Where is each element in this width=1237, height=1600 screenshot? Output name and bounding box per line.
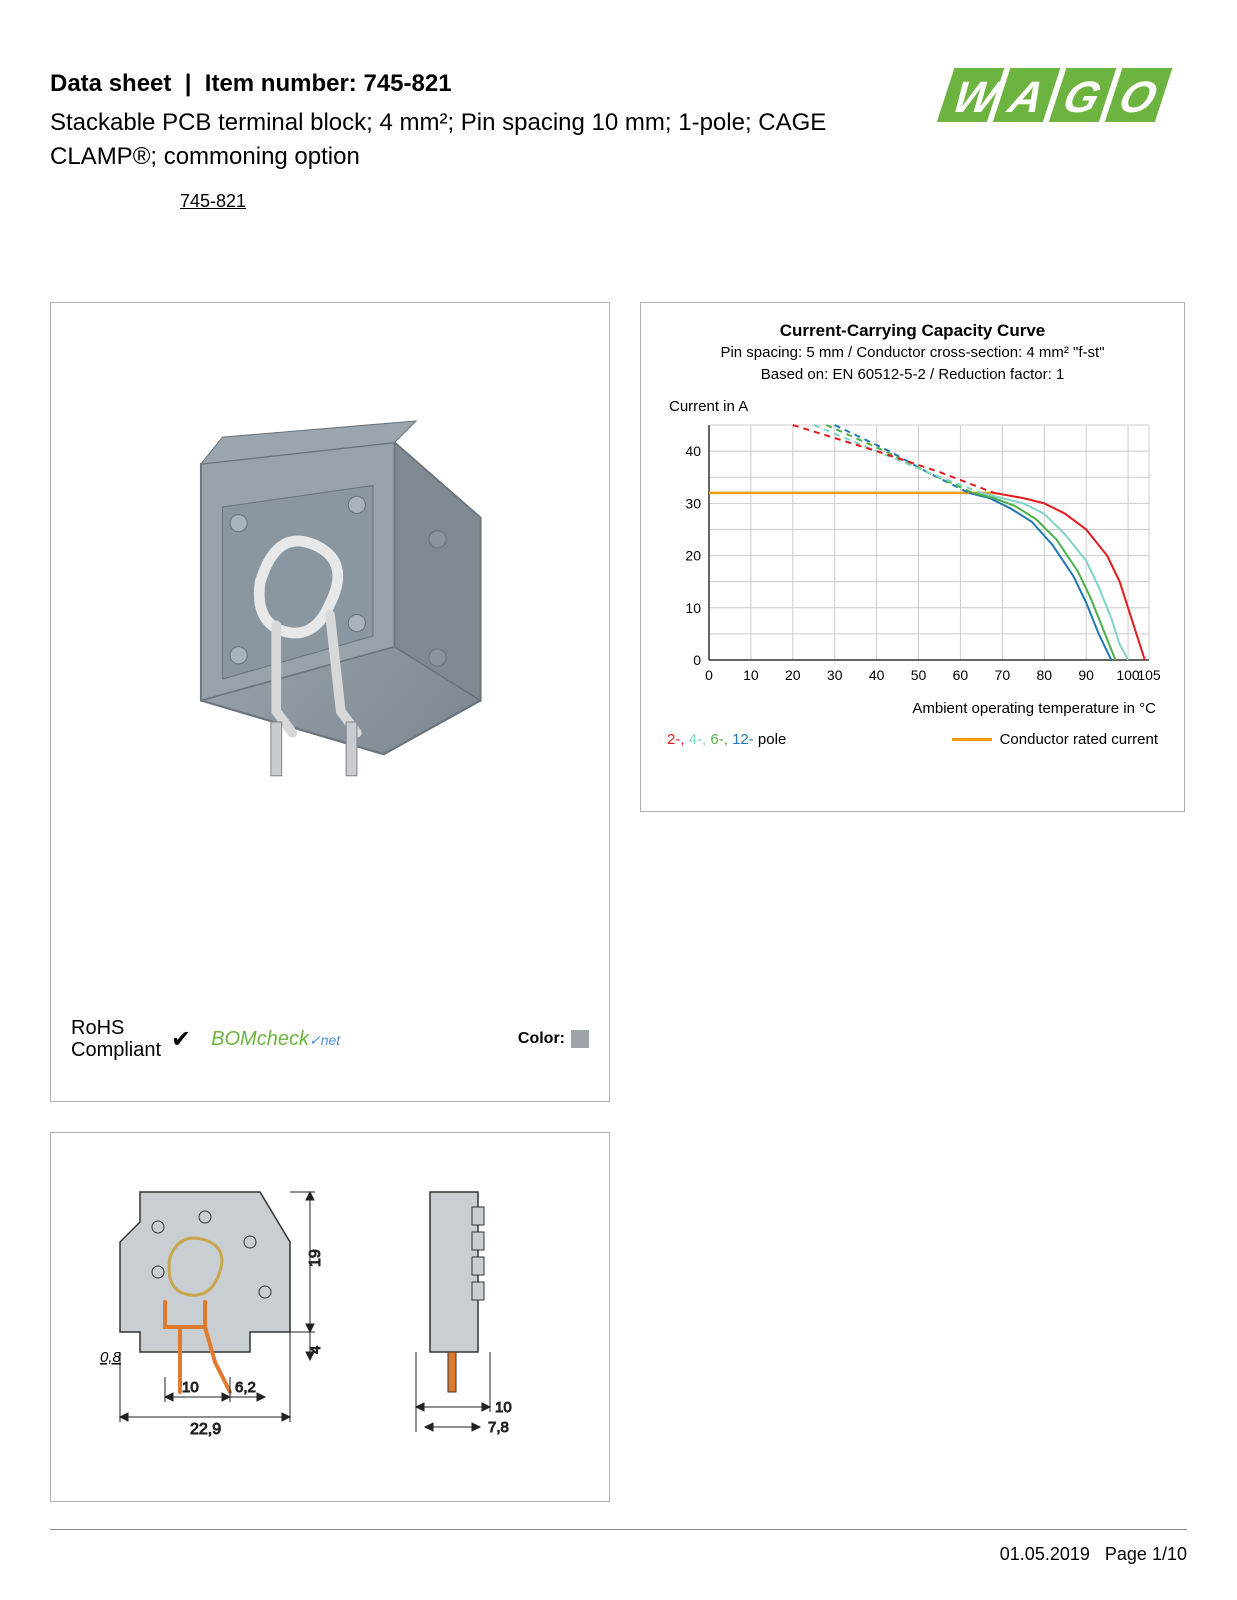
rohs-block: RoHS Compliant ✔ BOMcheck✓net <box>71 1017 340 1061</box>
dim-w-mid: 10 <box>182 1379 199 1396</box>
svg-text:0: 0 <box>693 652 701 668</box>
item-link[interactable]: 745-821 <box>180 191 246 212</box>
check-icon: ✔ <box>171 1025 191 1054</box>
dim-w-right: 6,2 <box>235 1379 256 1396</box>
dim-side-inner: 7,8 <box>488 1419 509 1436</box>
rohs-compliant: Compliant <box>71 1039 161 1061</box>
footer-page-label: Page <box>1105 1544 1147 1564</box>
product-render <box>66 318 594 868</box>
svg-text:50: 50 <box>911 667 927 683</box>
color-indicator: Color: <box>518 1030 589 1048</box>
legend-rated: Conductor rated current <box>952 731 1158 748</box>
orange-line-icon <box>952 738 992 741</box>
footer-page: 1/10 <box>1152 1544 1187 1564</box>
chart-legend: 2-, 4-, 6-, 12- pole Conductor rated cur… <box>659 731 1166 748</box>
dim-h-top: 19 <box>307 1249 324 1267</box>
item-number-label: Item number: <box>205 70 357 97</box>
y-axis-label: Current in A <box>669 398 1166 415</box>
legend-6pole: 6-, <box>710 731 732 748</box>
chart-subtitle1: Pin spacing: 5 mm / Conductor cross-sect… <box>659 343 1166 363</box>
item-number: 745-821 <box>363 70 451 97</box>
svg-text:80: 80 <box>1036 667 1052 683</box>
x-axis-label: Ambient operating temperature in °C <box>659 700 1156 717</box>
product-image-panel: RoHS Compliant ✔ BOMcheck✓net Color: <box>50 302 610 1102</box>
legend-poles: 2-, 4-, 6-, 12- pole <box>667 731 786 748</box>
bomcheck-suffix: ✓net <box>309 1032 340 1048</box>
title-line: Data sheet | Item number: 745-821 <box>50 70 927 98</box>
footer-rule <box>50 1529 1187 1530</box>
footer-date: 01.05.2019 <box>1000 1544 1090 1564</box>
dimensions-panel: 22,9 10 6,2 0,8 <box>50 1132 610 1502</box>
chart-title: Current-Carrying Capacity Curve <box>659 321 1166 341</box>
svg-text:70: 70 <box>995 667 1011 683</box>
svg-text:20: 20 <box>785 667 801 683</box>
dim-thick: 0,8 <box>100 1349 122 1366</box>
product-description: Stackable PCB terminal block; 4 mm²; Pin… <box>50 106 927 173</box>
svg-text:30: 30 <box>685 495 701 511</box>
svg-text:90: 90 <box>1078 667 1094 683</box>
legend-12pole: 12- <box>732 731 758 748</box>
dimensions-drawing: 22,9 10 6,2 0,8 <box>70 1152 590 1482</box>
dim-side-w: 10 <box>495 1399 512 1416</box>
datasheet-label: Data sheet <box>50 70 171 97</box>
chart-subtitle2: Based on: EN 60512-5-2 / Reduction facto… <box>659 365 1166 385</box>
content-area: RoHS Compliant ✔ BOMcheck✓net Color: <box>50 302 1187 1502</box>
color-swatch <box>571 1030 589 1048</box>
legend-4pole: 4-, <box>689 731 711 748</box>
svg-text:60: 60 <box>953 667 969 683</box>
svg-text:10: 10 <box>685 599 701 615</box>
left-column: RoHS Compliant ✔ BOMcheck✓net Color: <box>50 302 610 1502</box>
svg-text:40: 40 <box>685 443 701 459</box>
legend-2pole: 2-, <box>667 731 689 748</box>
dim-h-gap: 4 <box>307 1346 324 1354</box>
footer: 01.05.2019 Page 1/10 <box>1000 1544 1187 1565</box>
compliance-row: RoHS Compliant ✔ BOMcheck✓net Color: <box>71 1017 589 1061</box>
legend-rated-label: Conductor rated current <box>1000 731 1158 748</box>
color-label: Color: <box>518 1030 565 1048</box>
bomcheck-logo: BOMcheck✓net <box>211 1028 340 1051</box>
bomcheck-text: BOMcheck <box>211 1028 309 1050</box>
legend-pole-suffix: pole <box>758 731 786 748</box>
svg-text:105: 105 <box>1137 667 1161 683</box>
right-column: Current-Carrying Capacity Curve Pin spac… <box>640 302 1185 1502</box>
rohs-label: RoHS <box>71 1017 161 1039</box>
terminal-block-illustration <box>115 378 545 808</box>
header-text-block: Data sheet | Item number: 745-821 Stacka… <box>50 70 927 212</box>
svg-text:0: 0 <box>705 667 713 683</box>
svg-text:10: 10 <box>743 667 759 683</box>
wago-logo: W A G O <box>927 60 1187 130</box>
svg-text:40: 40 <box>869 667 885 683</box>
svg-text:30: 30 <box>827 667 843 683</box>
svg-text:20: 20 <box>685 547 701 563</box>
page-header: Data sheet | Item number: 745-821 Stacka… <box>50 70 1187 212</box>
capacity-chart-panel: Current-Carrying Capacity Curve Pin spac… <box>640 302 1185 812</box>
dim-w-total: 22,9 <box>190 1421 221 1438</box>
capacity-chart: 0102030400102030405060708090100105 <box>659 415 1169 695</box>
